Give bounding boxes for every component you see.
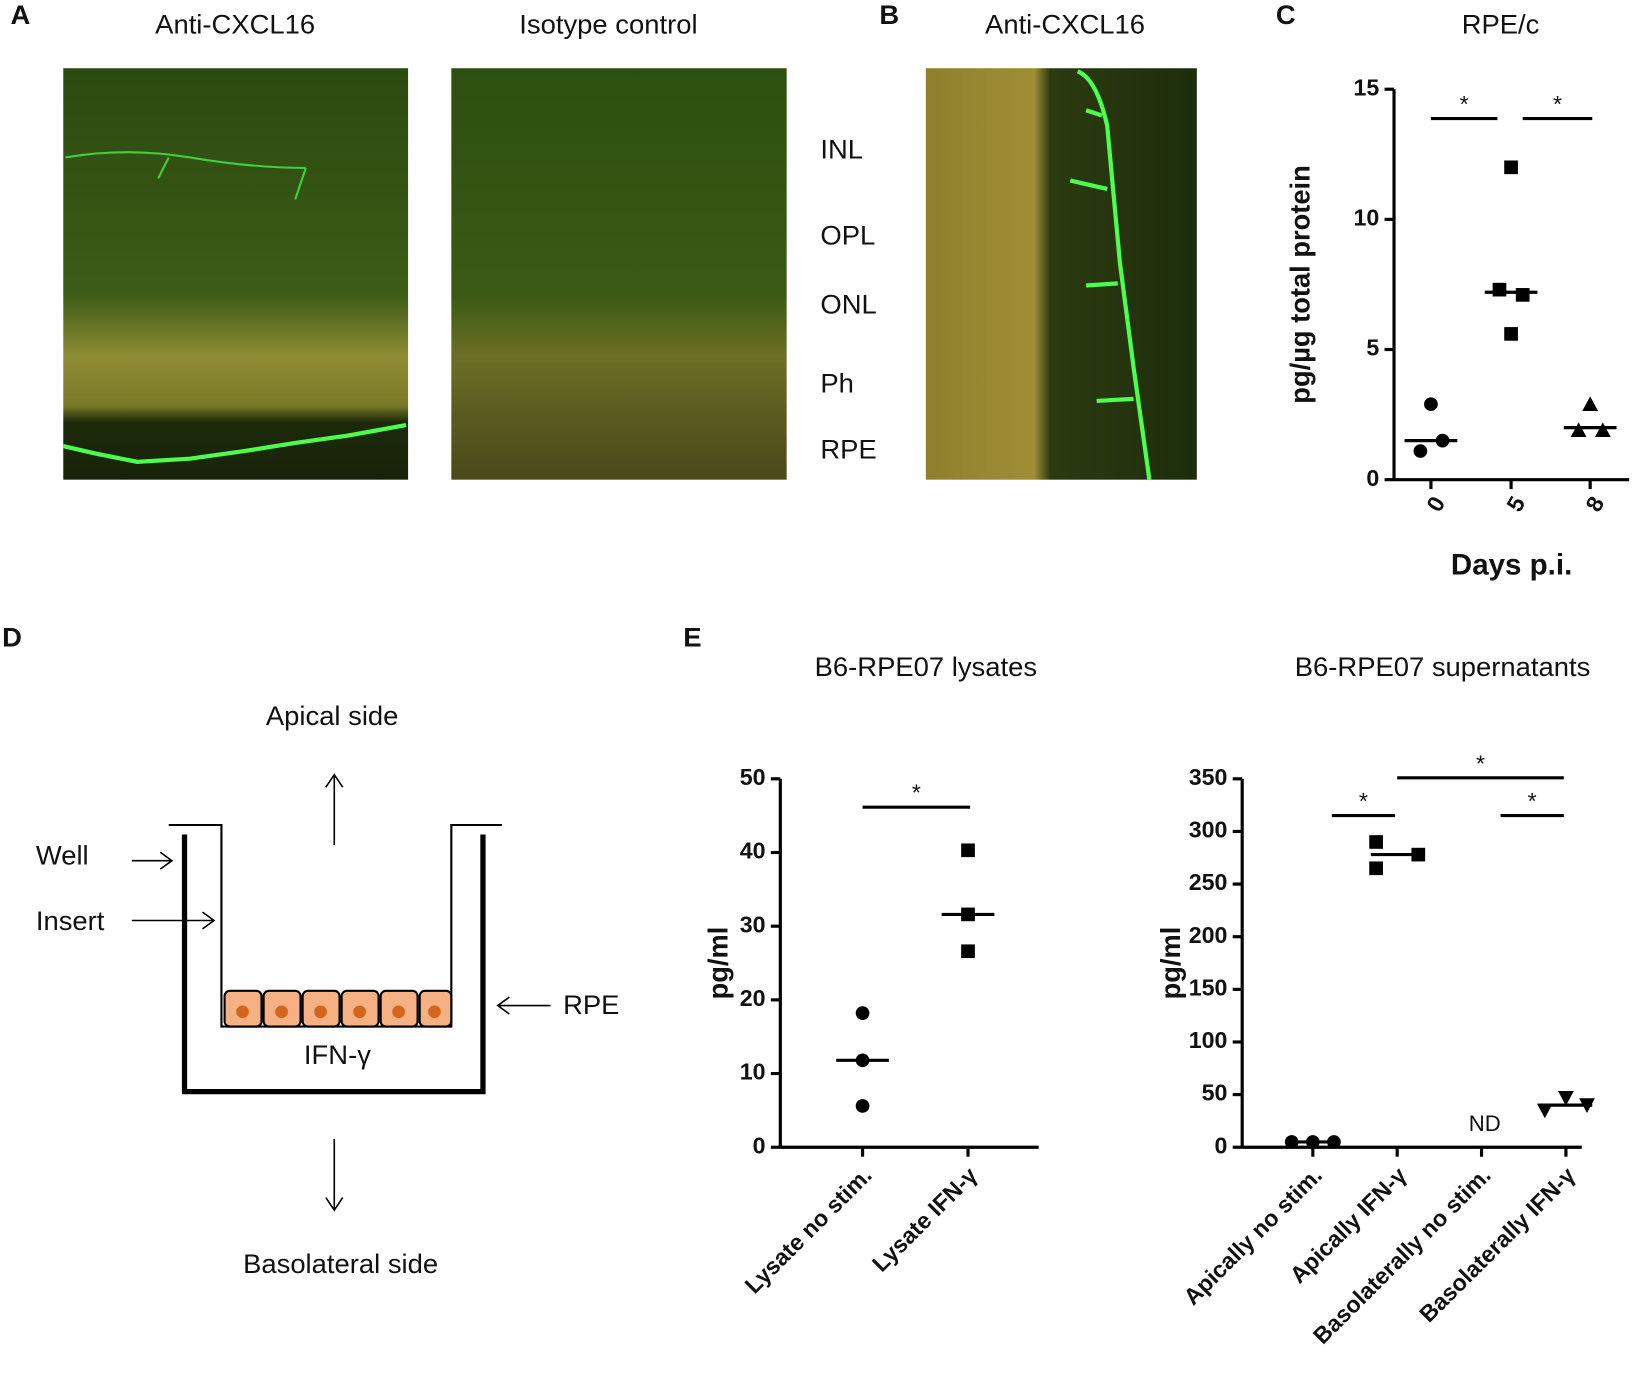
- layer-label: INL: [820, 133, 863, 164]
- image-title: Anti-CXCL16: [155, 9, 315, 40]
- y-tick-label: 150: [1189, 974, 1228, 1000]
- point: [1582, 396, 1599, 412]
- y-tick-label: 0: [1215, 1132, 1228, 1158]
- x-tick-label: 0: [1421, 492, 1450, 516]
- y-tick-label: 0: [753, 1132, 766, 1158]
- diagram-label: IFN-γ: [304, 1039, 371, 1070]
- y-axis-label: pg/ml: [1155, 927, 1186, 1000]
- point: [1570, 422, 1587, 438]
- micrograph: [925, 68, 1197, 480]
- y-axis-label: pg/µg total protein: [1284, 165, 1315, 403]
- point: [855, 1099, 870, 1113]
- point: [1413, 444, 1428, 458]
- x-tick-label: Basolaterally IFN-γ: [1414, 1162, 1580, 1327]
- x-tick-label: Lysate no stim.: [740, 1162, 877, 1299]
- layer-label: Ph: [820, 367, 854, 398]
- significance-label: *: [1476, 750, 1485, 776]
- panel-label: D: [2, 621, 22, 652]
- missing-label: ND: [1469, 1111, 1501, 1136]
- point: [961, 944, 975, 959]
- y-tick-label: 100: [1189, 1027, 1228, 1053]
- y-tick-label: 10: [1353, 205, 1379, 231]
- point: [1504, 160, 1518, 175]
- y-tick-label: 250: [1189, 869, 1228, 895]
- diagram-label: Apical side: [266, 700, 399, 731]
- x-tick-label: Lysate IFN-γ: [867, 1162, 982, 1277]
- significance-label: *: [1553, 91, 1562, 117]
- stain: [65, 151, 307, 200]
- panel-label: A: [11, 0, 31, 30]
- point: [1369, 861, 1383, 876]
- y-tick-label: 10: [740, 1059, 766, 1085]
- significance-label: *: [1460, 91, 1469, 117]
- point: [1515, 288, 1530, 302]
- point: [961, 843, 975, 858]
- y-axis-label: pg/ml: [702, 927, 733, 1000]
- point: [1492, 282, 1507, 297]
- significance-label: *: [1359, 788, 1368, 814]
- diagram-label: Basolateral side: [243, 1248, 438, 1279]
- panel-label: C: [1276, 0, 1296, 30]
- significance-label: *: [912, 780, 921, 806]
- stain: [62, 423, 407, 464]
- significance-label: *: [1528, 788, 1537, 814]
- point: [1536, 1103, 1553, 1119]
- x-axis-label: Days p.i.: [1451, 549, 1572, 582]
- y-tick-label: 0: [1366, 465, 1379, 491]
- y-tick-label: 40: [740, 838, 766, 864]
- micrograph: [63, 68, 409, 480]
- chart-title: B6-RPE07 lysates: [815, 651, 1037, 682]
- stain: [1069, 69, 1152, 480]
- y-tick-label: 50: [740, 764, 766, 790]
- image-title: Anti-CXCL16: [985, 9, 1145, 40]
- diagram-label: Well: [36, 840, 89, 871]
- y-tick-label: 50: [1202, 1080, 1228, 1106]
- layer-label: OPL: [820, 219, 875, 250]
- x-tick-label: 5: [1501, 492, 1530, 516]
- y-tick-label: 20: [740, 985, 766, 1011]
- chart-title: B6-RPE07 supernatants: [1295, 651, 1591, 682]
- y-tick-label: 5: [1366, 335, 1379, 361]
- point: [1558, 1090, 1574, 1106]
- point: [1504, 327, 1518, 341]
- y-tick-label: 15: [1353, 74, 1379, 100]
- point: [1424, 397, 1438, 412]
- diagram-label: Insert: [36, 905, 105, 936]
- panel-label: B: [879, 0, 899, 30]
- y-tick-label: 300: [1189, 817, 1228, 843]
- y-tick-label: 350: [1189, 764, 1228, 790]
- chart-title: RPE/c: [1462, 9, 1540, 40]
- transwell-diagram: [131, 773, 551, 1212]
- diagram-label: RPE: [563, 989, 619, 1020]
- point: [855, 1006, 870, 1020]
- micrograph: [451, 68, 787, 480]
- layer-label: RPE: [820, 434, 876, 465]
- x-tick-label: 8: [1580, 492, 1609, 516]
- point: [1369, 835, 1383, 849]
- y-tick-label: 200: [1189, 922, 1228, 948]
- panel-label: E: [683, 621, 701, 652]
- image-title: Isotype control: [519, 9, 697, 40]
- layer-label: ONL: [820, 289, 876, 320]
- x-tick-label: Apically no stim.: [1178, 1162, 1327, 1310]
- point: [1594, 422, 1611, 438]
- y-tick-label: 30: [740, 911, 766, 937]
